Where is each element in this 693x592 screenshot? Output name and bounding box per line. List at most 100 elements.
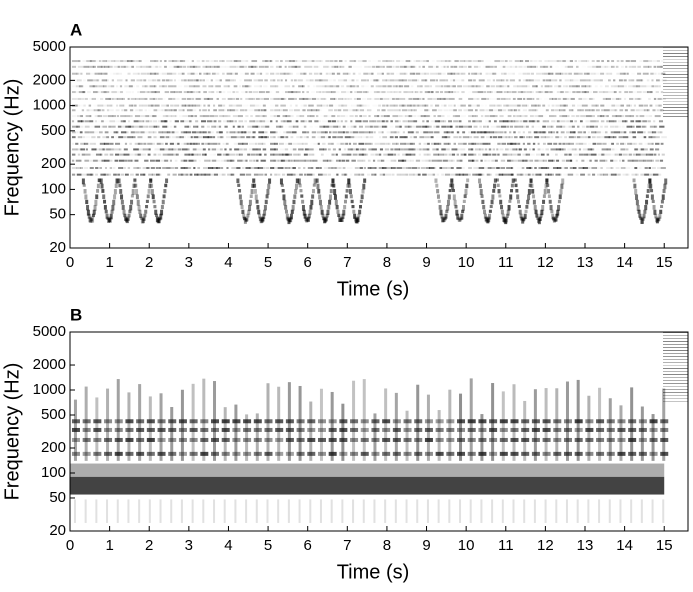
texture [362,184,365,190]
texture [158,131,162,133]
texture [383,174,386,176]
texture [424,115,429,117]
texture [197,148,202,150]
texture [264,419,272,423]
texture [146,167,149,169]
texture [632,66,637,68]
texture [353,154,358,156]
texture [558,85,561,87]
texture [308,120,312,122]
texture [585,419,593,423]
texture [628,160,634,162]
texture [135,189,138,195]
texture [118,126,122,128]
texture [400,174,405,176]
texture [147,438,155,442]
texture [393,452,401,456]
texture [303,167,305,169]
texture [318,143,320,145]
texture [123,160,127,162]
texture [128,98,130,100]
texture [600,160,605,162]
texture [403,131,405,133]
texture [209,174,213,176]
texture [641,85,646,87]
texture [236,136,240,138]
texture [576,160,578,162]
texture [321,154,324,156]
texture [435,73,439,75]
texture [404,438,412,442]
texture [106,389,109,461]
texture [372,66,375,68]
texture [363,73,367,75]
texture [614,120,617,122]
texture [513,73,515,75]
texture [514,160,519,162]
texture [436,428,444,432]
texture [459,98,463,100]
texture [472,109,474,111]
texture [79,85,83,87]
texture [94,131,99,133]
texture [566,115,569,117]
texture [526,154,530,156]
texture [461,115,466,117]
texture [650,148,654,150]
texture [553,91,555,93]
texture [632,131,636,133]
texture [281,184,284,187]
texture [564,167,567,169]
texture [461,91,464,93]
texture [611,167,614,169]
texture [104,205,107,210]
texture [454,66,458,68]
texture [355,136,358,138]
texture [298,109,302,111]
texture [562,115,567,117]
texture [385,148,389,150]
texture [279,85,284,87]
texture [270,109,274,111]
texture [518,109,521,111]
texture [521,419,529,423]
texture [203,105,205,107]
texture [297,428,305,432]
texture [353,131,358,133]
texture [307,428,315,432]
texture [362,148,366,150]
texture [649,60,652,62]
texture [245,115,248,117]
texture [438,200,441,203]
texture [329,438,337,442]
texture [265,126,269,128]
texture [604,126,608,128]
texture [116,85,118,87]
texture [115,419,123,423]
texture [660,148,662,150]
texture [326,105,328,107]
texture [175,115,177,117]
texture [361,189,364,194]
texture [555,79,558,81]
texture [506,105,511,107]
texture [110,167,112,169]
texture [634,105,636,107]
texture [454,60,458,62]
texture [262,143,266,145]
texture [517,85,521,87]
texture [274,148,278,150]
texture [254,428,262,432]
texture [164,66,167,68]
texture [382,85,386,87]
texture [663,347,688,348]
texture [320,205,323,210]
texture [369,91,372,93]
texture [661,200,664,204]
texture [256,499,258,523]
texture [290,154,292,156]
texture [547,143,552,145]
texture [264,452,272,456]
texture [515,60,521,62]
texture [255,105,259,107]
